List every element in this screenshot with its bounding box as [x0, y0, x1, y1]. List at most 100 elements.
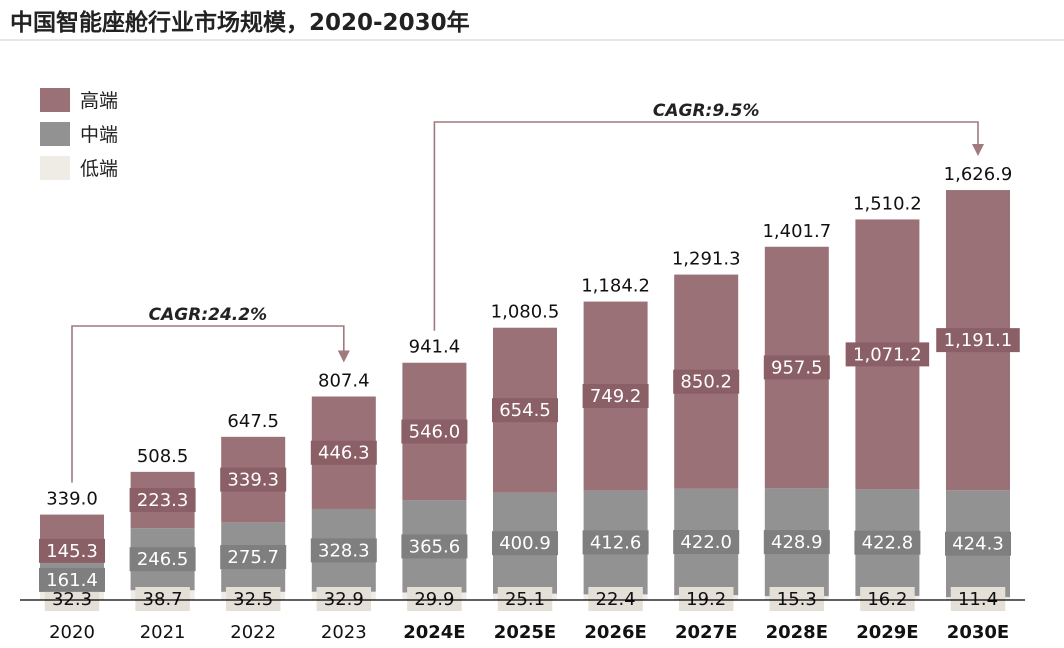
value-label-bg-high [401, 419, 468, 444]
total-label: 807.4 [318, 371, 370, 392]
value-label-bg-mid [854, 530, 921, 555]
value-label-bg-low [950, 587, 1006, 611]
value-label-high: 850.2 [680, 372, 732, 393]
legend-label: 高端 [80, 90, 118, 112]
value-label-bg-high [310, 440, 377, 465]
total-label: 1,184.2 [581, 276, 650, 297]
value-label-high: 145.3 [46, 541, 98, 562]
value-label-bg-low [588, 587, 643, 611]
value-label-high: 339.3 [227, 470, 279, 491]
x-tick-label: 2028E [766, 622, 828, 643]
value-label-bg-high [582, 383, 649, 408]
x-axis-labels: 2020 2021 2022 2023 2024E 2025E 2026E 2027E 2028… [49, 622, 1009, 643]
value-label-bg-low [497, 587, 553, 611]
total-label: 1,401.7 [762, 221, 831, 242]
value-label-mid: 424.3 [952, 534, 1004, 555]
value-label-bg-mid [763, 530, 830, 555]
value-label-bg-mid [129, 547, 196, 572]
cagr-label: CAGR:9.5% [653, 101, 760, 121]
total-label: 339.0 [46, 489, 98, 510]
value-label-bg-mid [582, 530, 649, 555]
value-label-high: 749.2 [590, 386, 642, 407]
x-tick-label: 2023 [321, 622, 367, 643]
value-label-bg-high [936, 328, 1020, 353]
value-label-bg-high [220, 467, 287, 492]
value-label-mid: 275.7 [227, 547, 279, 568]
value-label-bg-mid [310, 538, 377, 563]
x-tick-label: 2020 [49, 622, 95, 643]
value-label-bg-low [407, 587, 462, 611]
value-label-bg-low [316, 587, 372, 611]
value-label-bg-low [135, 587, 190, 611]
value-label-bg-mid [673, 529, 740, 554]
x-tick-label: 2022 [230, 622, 276, 643]
value-label-bg-mid [220, 545, 287, 570]
legend-swatch [40, 122, 70, 146]
x-tick-label: 2024E [403, 622, 465, 643]
value-label-bg-low [678, 587, 734, 611]
value-label-high: 1,071.2 [853, 344, 922, 365]
cagr-arrow-head [337, 350, 350, 363]
legend-swatch [40, 156, 70, 180]
value-label-high: 546.0 [409, 422, 461, 443]
value-label-bg-mid [492, 531, 558, 556]
value-label-mid: 428.9 [771, 532, 823, 553]
total-label: 647.5 [227, 411, 279, 432]
value-label-high: 654.5 [499, 400, 551, 421]
x-tick-label: 2029E [856, 622, 918, 643]
value-label-high: 957.5 [771, 357, 823, 378]
legend-label: 中端 [80, 124, 118, 146]
x-tick-label: 2026E [584, 622, 646, 643]
value-label-bg-mid [39, 567, 105, 592]
value-label-bg-low [225, 587, 281, 611]
total-label: 1,291.3 [672, 249, 741, 270]
value-label-bg-high [39, 538, 105, 563]
value-label-bg-high [845, 342, 930, 367]
value-label-mid: 328.3 [318, 540, 370, 561]
total-label: 1,510.2 [853, 193, 922, 214]
value-label-bg-low [860, 587, 915, 611]
cagr-arrow-line [71, 325, 345, 483]
value-label-high: 223.3 [137, 490, 189, 511]
cagr-annotation: CAGR:9.5% [433, 101, 984, 331]
cagr-arrow-head [972, 144, 984, 157]
value-label-bg-mid [945, 531, 1011, 556]
x-tick-label: 2027E [675, 622, 737, 643]
value-label-mid: 246.5 [137, 549, 189, 570]
value-label-bg-high [763, 355, 830, 380]
value-label-high: 1,191.1 [944, 330, 1013, 351]
value-label-bg-high [673, 369, 740, 394]
legend-swatch [40, 88, 70, 112]
value-label-mid: 422.0 [680, 532, 732, 553]
cagr-annotation: CAGR:24.2% [71, 305, 350, 483]
value-label-bg-high [129, 487, 196, 512]
cagr-arrow-line [433, 121, 979, 331]
chart-title: 中国智能座舱行业市场规模，2020-2030年 [10, 9, 470, 36]
x-tick-label: 2030E [947, 622, 1009, 643]
x-tick-label: 2021 [140, 622, 186, 643]
value-label-high: 446.3 [318, 443, 370, 464]
total-label: 941.4 [409, 337, 461, 358]
value-label-mid: 422.8 [862, 533, 914, 554]
cagr-label: CAGR:24.2% [149, 305, 267, 325]
cagr-annotations: CAGR:24.2% CAGR:9.5% [71, 101, 984, 483]
legend-label: 低端 [80, 158, 118, 180]
value-label-mid: 161.4 [46, 570, 98, 591]
value-label-mid: 400.9 [499, 533, 551, 554]
value-label-mid: 412.6 [590, 532, 642, 553]
total-label: 508.5 [137, 446, 189, 467]
value-label-bg-high [492, 398, 558, 423]
x-tick-label: 2025E [494, 622, 556, 643]
